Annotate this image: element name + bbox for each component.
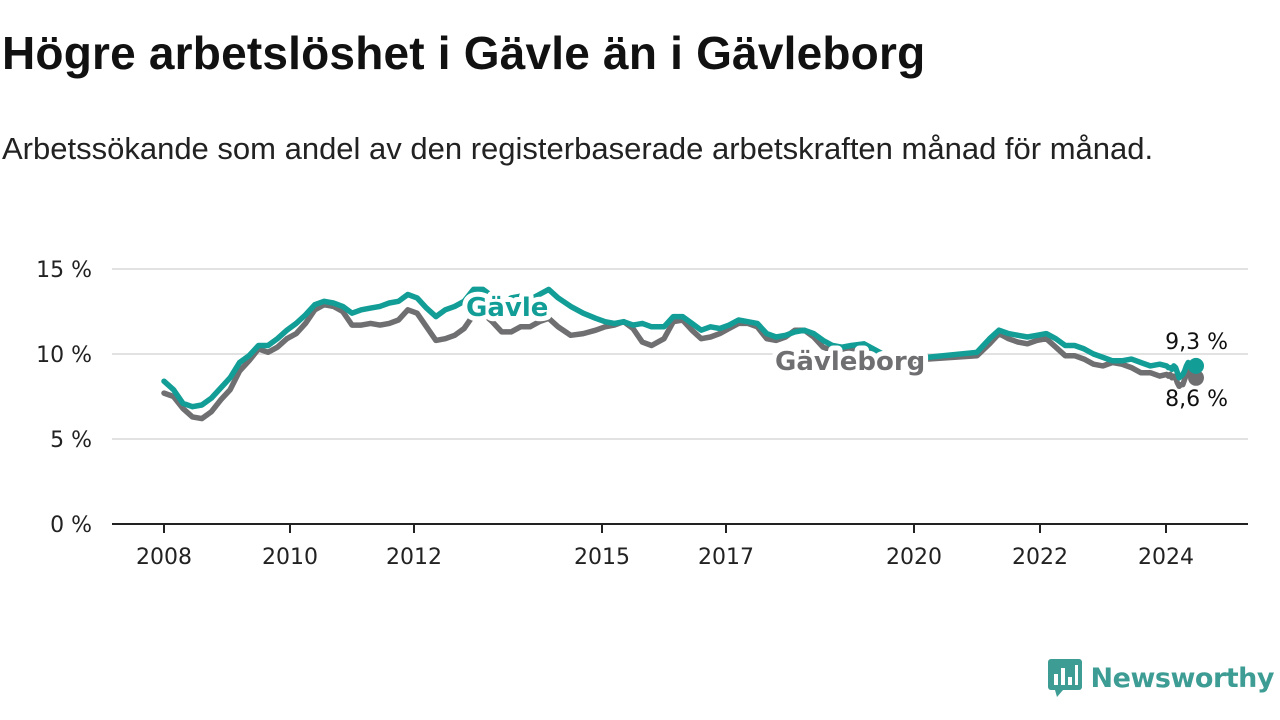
y-axis-ticks: 0 % 5 % 10 % 15 % [36,258,92,538]
x-tick-label: 2012 [386,545,442,570]
series-line-gavle [161,286,1199,410]
x-tick-label: 2017 [698,545,754,570]
x-axis-ticks: 2008 2010 2012 2015 2017 2020 2022 2024 [136,524,1194,570]
series-label-gavle: Gävle [466,293,548,323]
x-tick-label: 2015 [574,545,630,570]
y-tick-label: 10 % [36,343,92,368]
brand-name: Newsworthy [1090,662,1275,694]
y-tick-label: 0 % [50,513,92,538]
x-tick-label: 2010 [262,545,318,570]
end-value-label-gavle: 9,3 % [1165,330,1228,355]
end-value-label-gavleborg: 8,6 % [1165,387,1228,412]
x-tick-label: 2020 [886,545,942,570]
x-tick-label: 2022 [1012,545,1068,570]
brand-logo[interactable]: Newsworthy [1047,658,1275,698]
chart-title: Högre arbetslöshet i Gävle än i Gävlebor… [2,27,926,79]
series-line-gavleborg [161,301,1199,422]
series-lines [161,286,1204,422]
y-tick-label: 5 % [50,428,92,453]
end-point-marker [1188,357,1204,374]
grid-lines [112,268,1248,525]
chart-subtitle: Arbetssökande som andel av den registerb… [2,131,1154,166]
y-tick-label: 15 % [36,258,92,283]
newsworthy-logo-icon [1047,659,1082,697]
series-labels: Gävle Gävleborg 9,3 % 8,6 % [461,288,1228,412]
series-label-gavleborg: Gävleborg [775,347,925,377]
end-point-marker [1188,369,1204,386]
x-tick-label: 2008 [136,545,192,570]
x-tick-label: 2024 [1138,545,1194,570]
